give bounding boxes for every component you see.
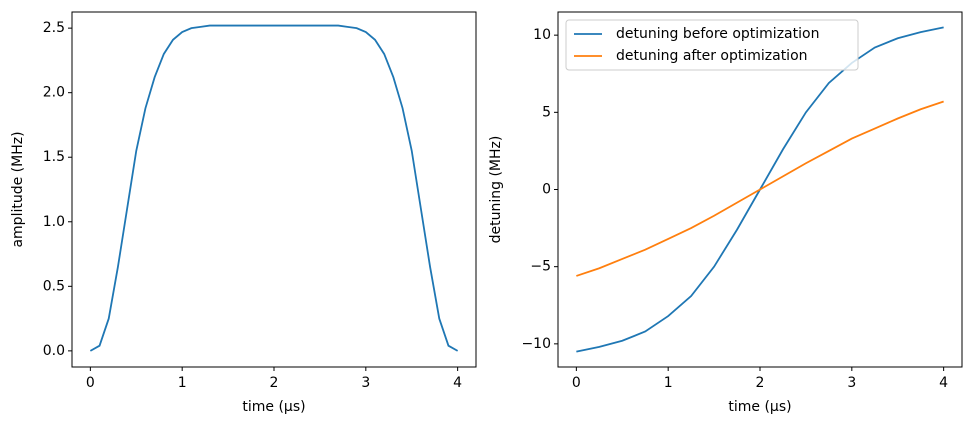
line bbox=[576, 100, 944, 277]
line bbox=[89, 24, 459, 352]
y-tick-label: 1.0 bbox=[43, 214, 65, 230]
y-axis-label: amplitude (MHz) bbox=[10, 131, 26, 247]
y-tick-label: 0.0 bbox=[43, 343, 65, 359]
x-tick-label: 2 bbox=[270, 375, 279, 391]
y-tick-label: 2.0 bbox=[43, 85, 65, 101]
x-axis-label: time (μs) bbox=[728, 399, 791, 415]
y-tick-label: 0 bbox=[542, 182, 551, 198]
x-tick-label: 4 bbox=[453, 375, 462, 391]
legend-box bbox=[565, 19, 859, 71]
y-tick-label: −5 bbox=[530, 259, 551, 275]
x-tick-label: 0 bbox=[572, 375, 581, 391]
y-tick-label: 1.5 bbox=[43, 149, 65, 165]
y-tick-label: 5 bbox=[542, 104, 551, 120]
plot-frame bbox=[557, 11, 963, 368]
y-tick-label: −10 bbox=[521, 336, 551, 352]
x-tick-label: 3 bbox=[361, 375, 370, 391]
y-tick-label: 10 bbox=[533, 27, 551, 43]
x-tick-label: 2 bbox=[756, 375, 765, 391]
x-tick-label: 0 bbox=[86, 375, 95, 391]
plot-frame bbox=[71, 11, 477, 368]
y-axis-label: detuning (MHz) bbox=[488, 136, 504, 244]
y-tick-label: 0.5 bbox=[43, 278, 65, 294]
x-tick-label: 4 bbox=[939, 375, 948, 391]
x-tick-label: 1 bbox=[178, 375, 187, 391]
x-axis-label: time (μs) bbox=[242, 399, 305, 415]
x-tick-label: 3 bbox=[847, 375, 856, 391]
legend-label: detuning after optimization bbox=[616, 48, 808, 64]
y-tick-label: 2.5 bbox=[43, 20, 65, 36]
legend-label: detuning before optimization bbox=[616, 26, 819, 42]
x-tick-label: 1 bbox=[664, 375, 673, 391]
